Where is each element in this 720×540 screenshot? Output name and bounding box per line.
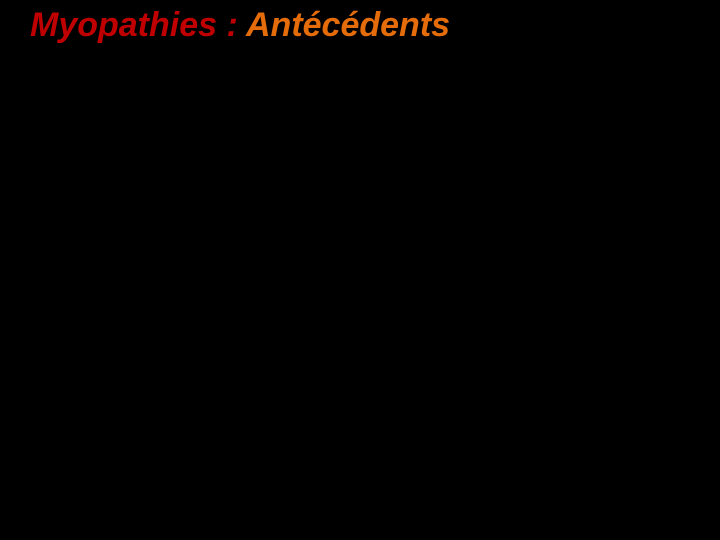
- myopathy-result: Myopathie endocrinienne: [330, 158, 595, 184]
- slide: Myopathies : Antécédents Thyroïdectomie P…: [0, 0, 720, 540]
- antecedent-item: Hyperthyroïdie: [20, 220, 280, 246]
- title-part-1: Myopathies :: [30, 6, 246, 44]
- antecedent-item: Etat d'immunodéficience: [20, 420, 280, 446]
- antecedent-item: Thyroïdectomie: [20, 100, 280, 126]
- title-part-2: Antécédents: [246, 6, 450, 44]
- antecedent-item: Diarrhée chronique: [20, 260, 280, 286]
- antecedent-item: Hypothyroïdie: [20, 180, 280, 206]
- myopathy-result: Myopathie hypokaliémique: [330, 262, 611, 288]
- brace-icon: [288, 320, 310, 424]
- brace-icon: [288, 100, 310, 242]
- antecedent-item: Néoplasie maligne: [20, 340, 280, 366]
- slide-title: Myopathies : Antécédents: [30, 6, 450, 45]
- myopathy-result: Myopathie inflammatoire: [330, 375, 589, 401]
- antecedents-list: Thyroïdectomie Parathyroïdectomie Hypothyr…: [20, 100, 280, 460]
- antecedent-item: Abus de laxatifs: [20, 300, 280, 326]
- brace-icon: [288, 246, 310, 316]
- antecedent-item: Patho. dysimmunitaire: [20, 380, 280, 406]
- antecedent-item: Parathyroïdectomie: [20, 140, 280, 166]
